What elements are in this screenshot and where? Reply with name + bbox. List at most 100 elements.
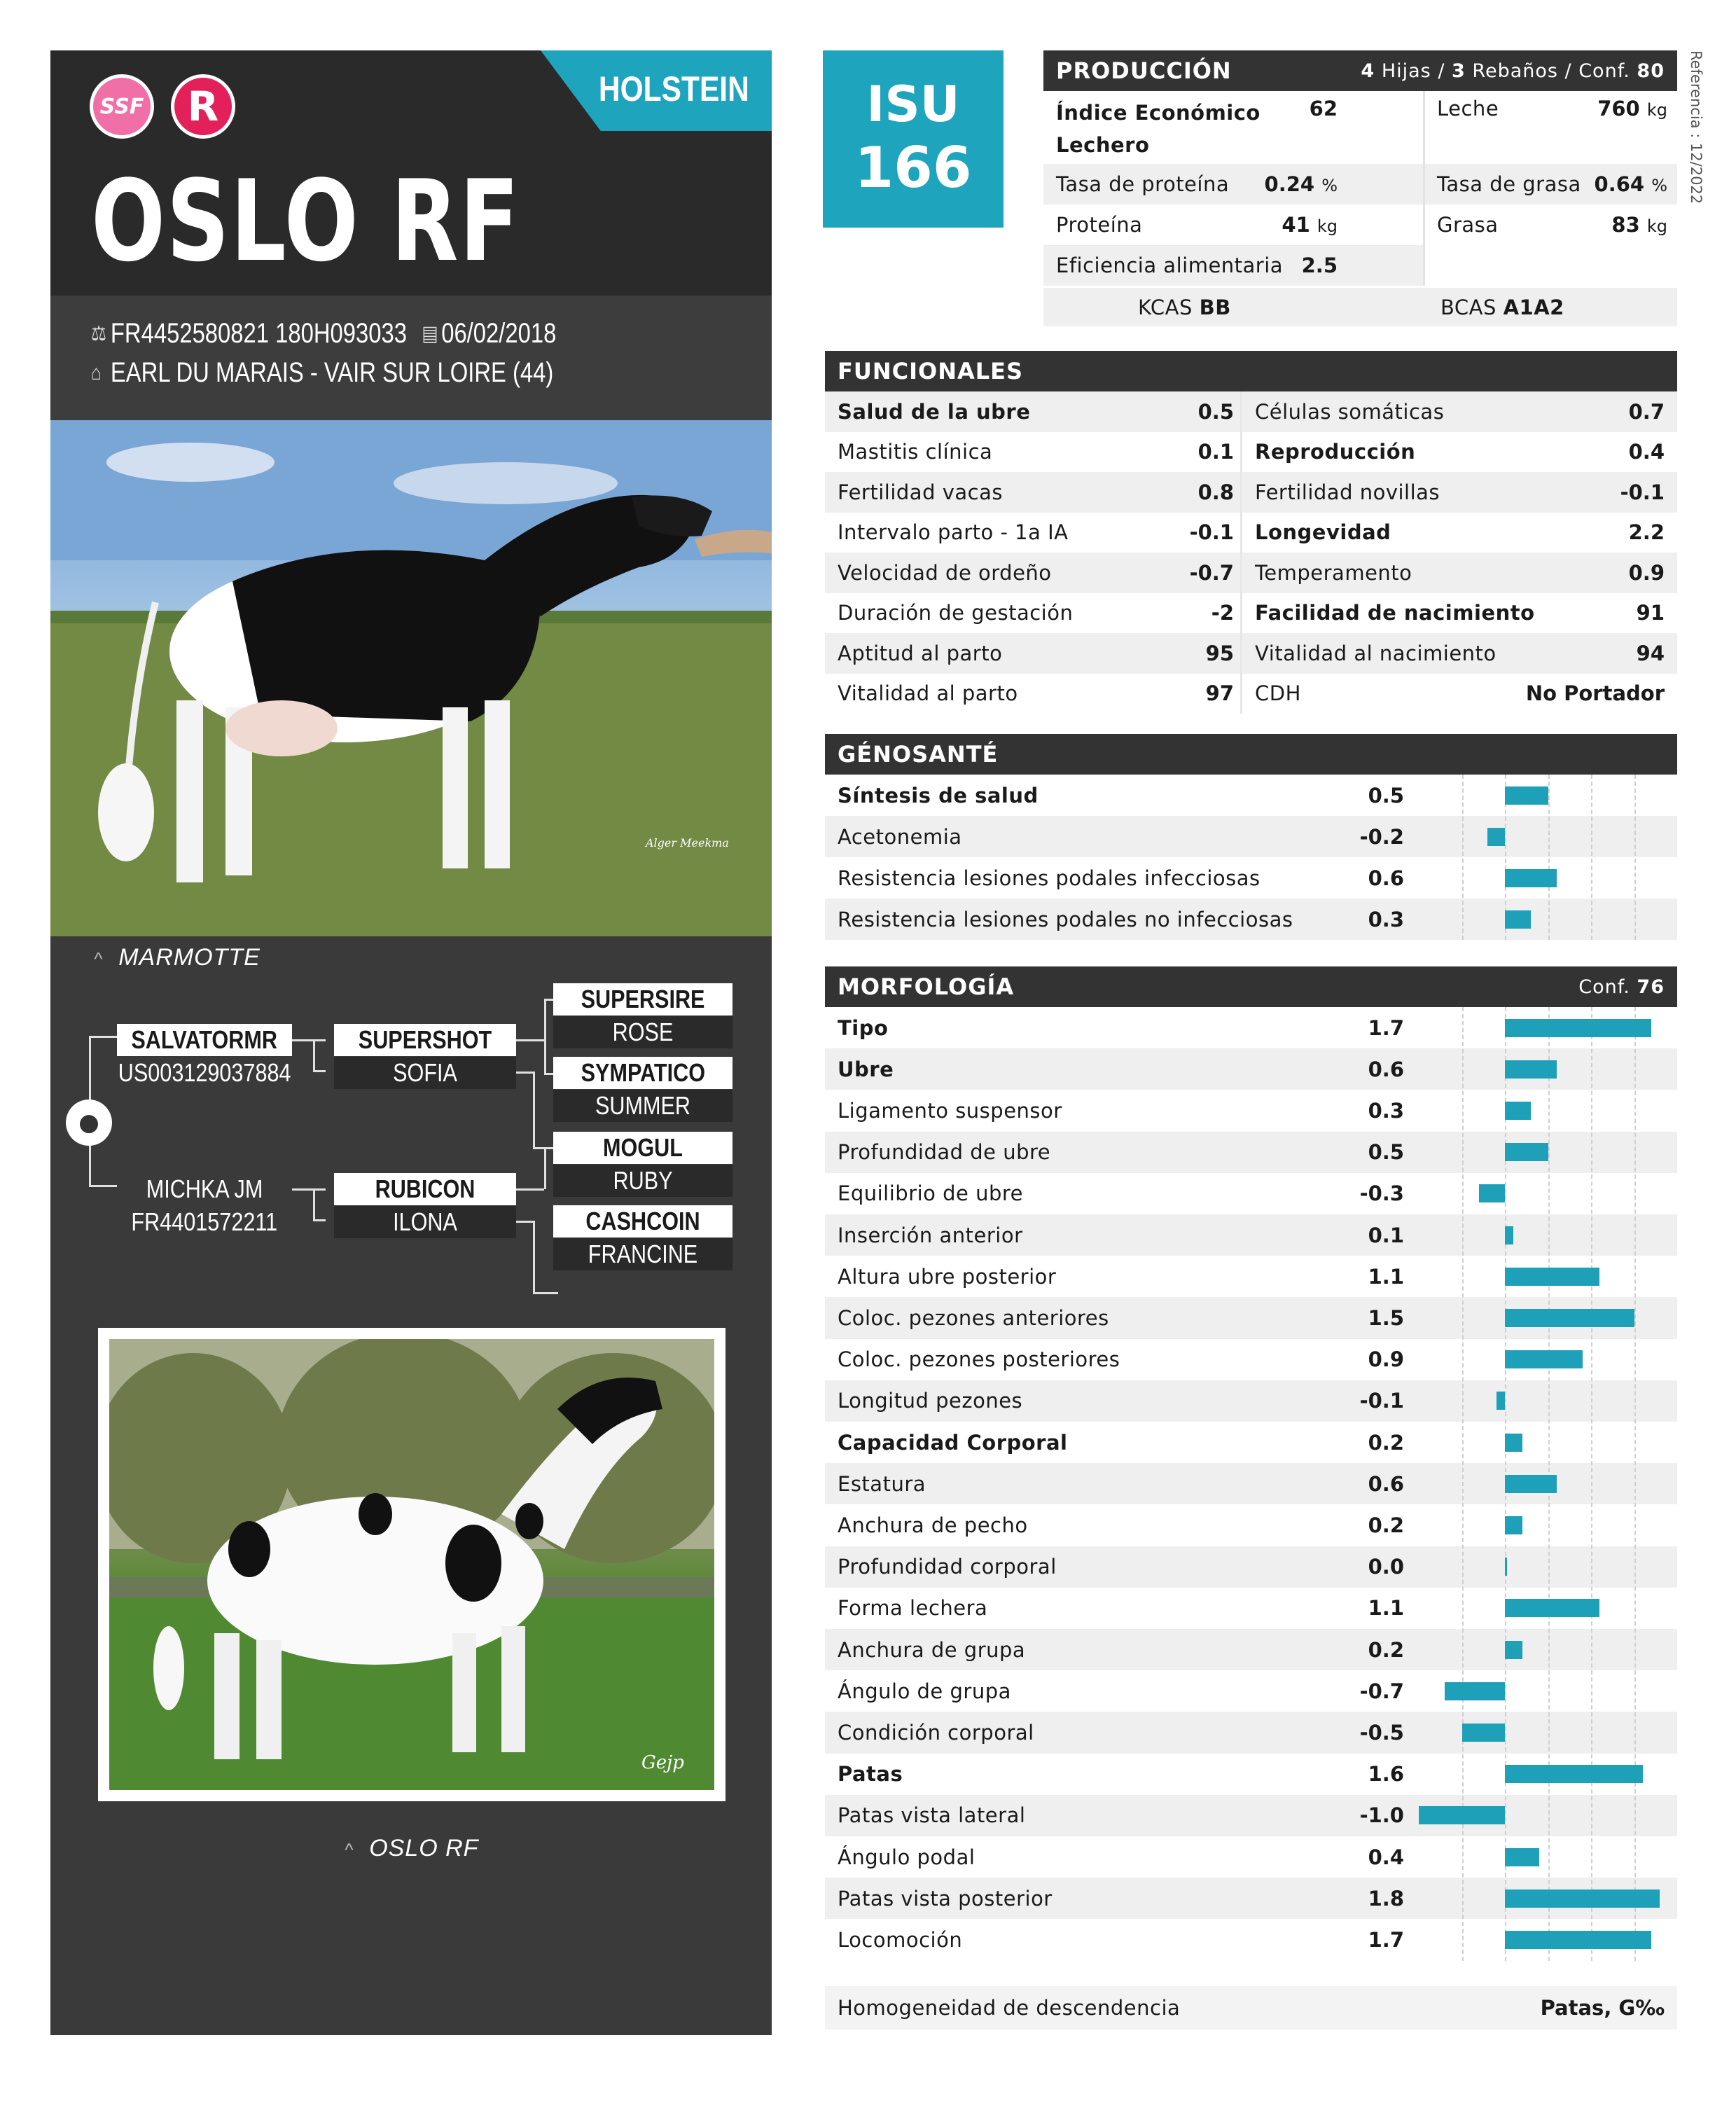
id-line: ⚖ FR4452580821 180H093033 ▤ 06/02/2018 <box>91 318 556 349</box>
id-numbers: FR4452580821 180H093033 <box>110 318 407 349</box>
bar <box>1479 1184 1505 1203</box>
trait-row: Coloc. pezones anteriores 1.5 <box>825 1297 1677 1339</box>
trait-label: Velocidad de ordeño <box>838 560 1052 585</box>
trait-row: Equilibrio de ubre -0.3 <box>825 1173 1677 1214</box>
trait-row: Longitud pezones -0.1 <box>825 1380 1677 1422</box>
homogeneidad-label: Homogeneidad de descendencia <box>838 1996 1181 2020</box>
bar <box>1505 1931 1652 1949</box>
bar <box>1505 1060 1557 1079</box>
bar-category-label: Patas vista posterior <box>838 1886 1053 1911</box>
bar <box>1505 1433 1522 1452</box>
trait-row: Ángulo de grupa -0.7 <box>825 1670 1677 1712</box>
trait-row: Capacidad Corporal 0.2 <box>825 1422 1677 1463</box>
funcionales-row: Mastitis clínica 0.1 Reproducción 0.4 <box>825 432 1677 473</box>
bar <box>1419 1806 1505 1825</box>
trait-value: No Portador <box>1525 681 1665 706</box>
isu-value: 166 <box>854 135 972 200</box>
grasa-value: 83 kg <box>1611 213 1667 237</box>
trait-row: Patas vista lateral -1.0 <box>825 1794 1677 1836</box>
trait-row: Acetonemia -0.2 <box>825 816 1677 857</box>
eficiencia-value: 2.5 <box>1301 254 1338 277</box>
trait-value: 0.1 <box>1197 440 1234 464</box>
bar-category-label: Resistencia lesiones podales infecciosas <box>838 866 1261 890</box>
produccion-header: PRODUCCIÓN 4 Hijas / 3 Rebaños / Conf. 8… <box>1043 50 1677 91</box>
bar-value-label: -0.1 <box>1359 1389 1404 1413</box>
morfologia-header: MORFOLOGÍA Conf. 76 <box>825 966 1677 1007</box>
funcionales-row: Duración de gestación -2 Facilidad de naci… <box>825 593 1677 634</box>
birth-date: 06/02/2018 <box>441 318 557 349</box>
trait-label: Aptitud al parto <box>838 641 1003 665</box>
ssf-logo-text: SSF <box>99 94 144 119</box>
tube-icon: ⚖ <box>91 322 107 345</box>
tasa-proteina-value: 0.24 % <box>1264 172 1338 196</box>
bull-illustration <box>109 1339 714 1790</box>
gridline <box>1634 775 1636 940</box>
trait-label: CDH <box>1255 681 1301 706</box>
isu-label: ISU <box>866 76 960 133</box>
bar-category-label: Síntesis de salud <box>838 783 1039 807</box>
chevron-up-icon: ^ <box>345 1839 354 1860</box>
bar-category-label: Patas vista lateral <box>838 1803 1026 1828</box>
trait-row: Ligamento suspensor 0.3 <box>825 1090 1677 1131</box>
bar <box>1461 1724 1505 1742</box>
bar-value-label: 0.6 <box>1368 866 1404 890</box>
bar-value-label: 0.3 <box>1368 907 1404 931</box>
trait-value: -2 <box>1211 601 1234 625</box>
sire-sire-dam: SOFIA <box>334 1057 516 1089</box>
bar-category-label: Inserción anterior <box>838 1223 1023 1247</box>
bcas: BCAS A1A2 <box>1440 295 1564 319</box>
bar-value-label: 1.7 <box>1368 1927 1404 1952</box>
bar-category-label: Coloc. pezones posteriores <box>838 1347 1120 1372</box>
bar <box>1505 1847 1540 1866</box>
bar-category-label: Altura ubre posterior <box>838 1264 1057 1289</box>
bar-value-label: 0.5 <box>1368 1140 1404 1165</box>
bar-category-label: Profundidad de ubre <box>838 1140 1051 1165</box>
sire-id: US003129037884 <box>118 1058 291 1087</box>
bar <box>1505 786 1548 805</box>
gridline <box>1548 775 1550 940</box>
trait-label: Fertilidad vacas <box>838 480 1003 504</box>
left-panel: SSF R HOLSTEIN OSLO RF ⚖ FR4452580821 18… <box>50 50 772 2035</box>
r-logo: R <box>171 74 235 139</box>
funcionales-title: FUNCIONALES <box>838 358 1024 384</box>
bar-category-label: Condición corporal <box>838 1720 1034 1745</box>
bar <box>1505 1350 1583 1369</box>
bar <box>1505 868 1557 887</box>
bar <box>1505 1599 1600 1618</box>
bull-photo-credit: Gejp <box>641 1752 684 1773</box>
reference-text: Referencia : 12/2022 <box>1688 50 1704 204</box>
grasa-label: Grasa <box>1437 213 1499 237</box>
bar-value-label: -0.3 <box>1359 1181 1404 1206</box>
funcionales-row: Aptitud al parto 95 Vitalidad al nacimient… <box>825 633 1677 674</box>
bull-name: OSLO RF <box>91 155 520 286</box>
bar <box>1505 1267 1600 1286</box>
bar <box>1505 910 1531 929</box>
trait-label: Duración de gestación <box>838 601 1074 625</box>
chevron-up-icon: ^ <box>94 948 104 969</box>
dam-photo-credit: Alger Meekma <box>646 836 729 850</box>
gridline <box>1461 1007 1464 1961</box>
trait-value: 0.8 <box>1197 480 1234 504</box>
bar-category-label: Ligamento suspensor <box>838 1098 1062 1123</box>
leche-value: 760 kg <box>1597 97 1667 120</box>
gridline <box>1461 775 1464 940</box>
trait-label: Temperamento <box>1255 560 1412 585</box>
bar-value-label: 0.6 <box>1368 1471 1404 1496</box>
breed-label: HOLSTEIN <box>599 69 749 109</box>
bar-category-label: Coloc. pezones anteriores <box>838 1305 1109 1330</box>
sheep-icon: ● <box>66 1100 112 1146</box>
trait-label: Salud de la ubre <box>838 399 1031 424</box>
trait-row: Forma lechera 1.1 <box>825 1588 1677 1629</box>
produccion-row: Proteína 41 kg Grasa 83 kg <box>1043 204 1677 245</box>
bar-category-label: Ubre <box>838 1057 894 1081</box>
sss-name: SUPERSIRE <box>553 983 732 1015</box>
funcionales-row: Intervalo parto - 1a IA -0.1 Longevidad 2.2 <box>825 513 1677 553</box>
genosante-header: GÉNOSANTÉ <box>825 734 1677 775</box>
leche-label: Leche <box>1437 97 1499 120</box>
bar-value-label: 0.2 <box>1368 1513 1404 1537</box>
bar <box>1496 1392 1505 1410</box>
bar <box>1505 1558 1507 1576</box>
bar-value-label: 1.5 <box>1368 1305 1404 1330</box>
tasa-grasa-value: 0.64 % <box>1594 172 1667 196</box>
dam-photo: Alger Meekma <box>50 420 772 936</box>
